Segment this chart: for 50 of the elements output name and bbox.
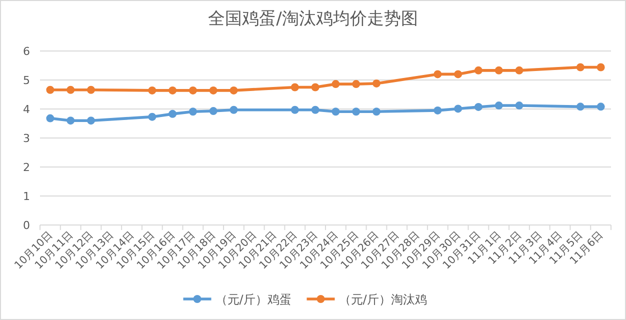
point [188, 108, 197, 116]
y-tick-label: 1 [23, 190, 30, 203]
legend-label: （元/斤）鸡蛋 [215, 292, 292, 306]
point [148, 112, 156, 121]
point [290, 83, 299, 92]
point [148, 86, 156, 94]
y-tick-label: 0 [23, 219, 30, 232]
point [494, 66, 503, 74]
point [168, 110, 177, 118]
point [372, 108, 380, 116]
point [596, 102, 605, 111]
point [332, 80, 340, 88]
y-tick-label: 4 [23, 103, 30, 116]
point [66, 116, 75, 125]
point [86, 86, 95, 94]
y-tick-label: 2 [23, 161, 30, 174]
point [454, 70, 462, 78]
point [209, 107, 218, 116]
point [352, 108, 360, 116]
legend-label: （元/斤）淘汰鸡 [338, 292, 427, 306]
point [230, 106, 238, 114]
point [474, 66, 482, 74]
point [434, 70, 442, 78]
point [290, 106, 299, 114]
point [209, 86, 218, 94]
point [596, 63, 605, 72]
point [168, 86, 177, 94]
point [311, 106, 320, 114]
point [188, 86, 197, 94]
point [494, 102, 503, 110]
point [66, 86, 75, 94]
y-tick-label: 3 [23, 132, 30, 145]
point [576, 102, 584, 111]
point [230, 86, 238, 94]
point [372, 79, 380, 88]
point [474, 102, 482, 111]
point [434, 106, 442, 114]
point [515, 66, 524, 74]
point [332, 108, 340, 116]
point [515, 102, 524, 110]
point [46, 114, 54, 122]
point [352, 80, 360, 88]
y-tick-label: 6 [23, 45, 30, 58]
point [576, 63, 584, 72]
point [46, 86, 54, 94]
point [454, 104, 462, 113]
title: 全国鸡蛋/淘汰鸡均价走势图 [208, 9, 418, 29]
point [311, 83, 320, 92]
y-tick-label: 5 [23, 74, 30, 87]
point [86, 116, 95, 125]
